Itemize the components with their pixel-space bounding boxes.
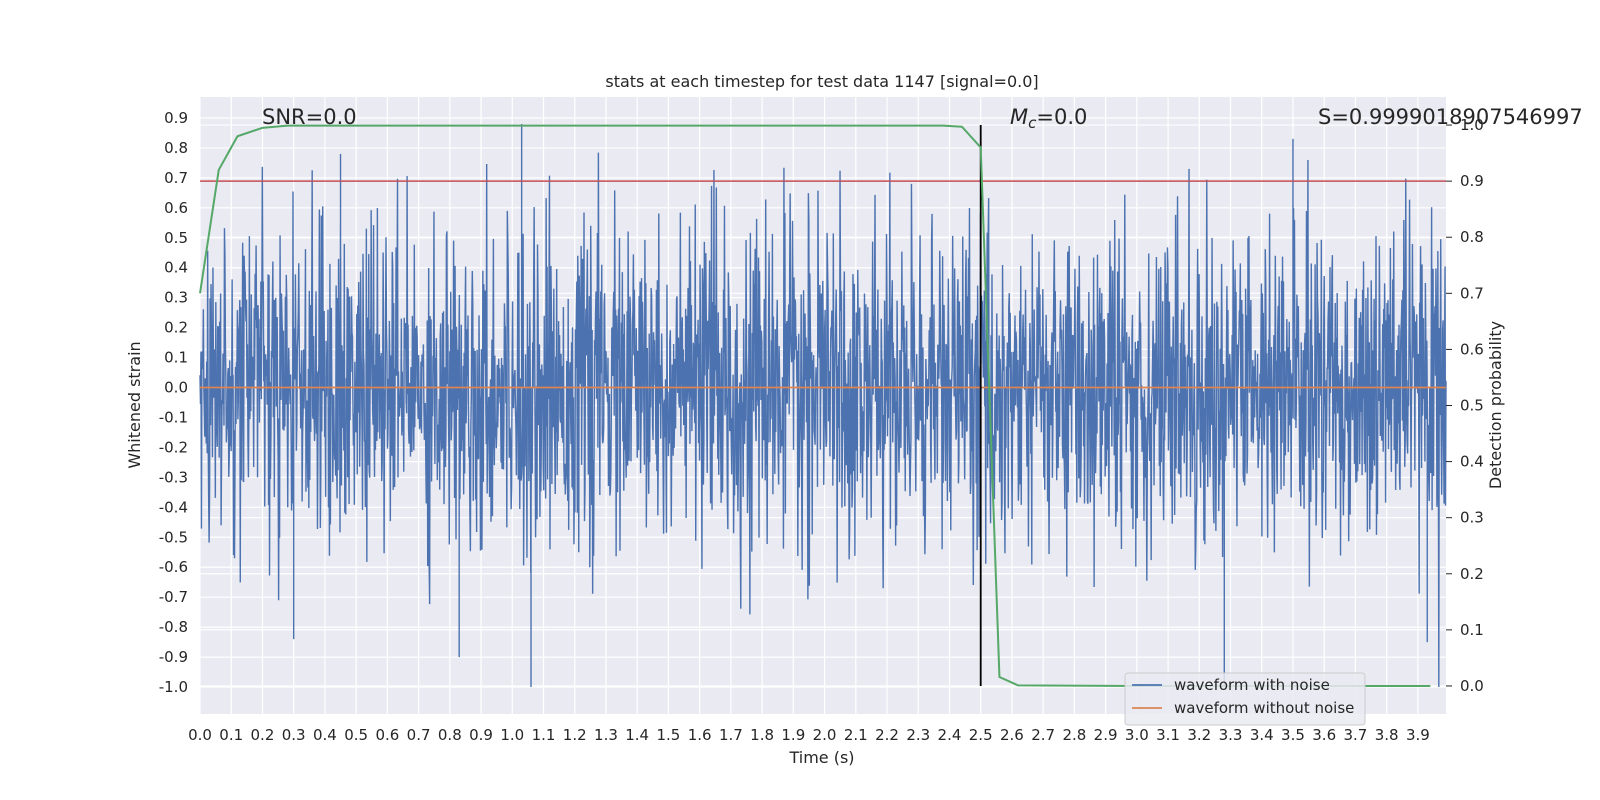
x-tick-label: 0.3 bbox=[282, 726, 306, 744]
x-tick-label: 0.1 bbox=[219, 726, 243, 744]
x-tick-label: 2.1 bbox=[844, 726, 868, 744]
y-tick-label: 0.6 bbox=[164, 199, 188, 217]
noisy-waveform-series bbox=[199, 123, 1447, 688]
y-tick-label: -0.1 bbox=[159, 408, 188, 426]
series-waveform-with-noise bbox=[199, 123, 1447, 688]
x-tick-label: 0.7 bbox=[407, 726, 431, 744]
y-tick-label: -0.8 bbox=[159, 618, 188, 636]
y-tick-label: 0.4 bbox=[164, 259, 188, 277]
y-tick-label: 0.8 bbox=[164, 139, 188, 157]
x-tick-label: 3.7 bbox=[1344, 726, 1368, 744]
snr-annotation: SNR=0.0 bbox=[262, 105, 357, 129]
x-tick-label: 0.5 bbox=[344, 726, 368, 744]
x-tick-label: 0.2 bbox=[251, 726, 275, 744]
x-tick-label: 1.8 bbox=[750, 726, 774, 744]
x-tick-label: 1.5 bbox=[656, 726, 680, 744]
x-tick-label: 1.1 bbox=[532, 726, 556, 744]
x-tick-label: 3.4 bbox=[1250, 726, 1274, 744]
s-annotation: S=0.9999018907546997 bbox=[1318, 105, 1583, 129]
y-tick-label: -0.7 bbox=[159, 588, 188, 606]
x-tick-label: 3.5 bbox=[1281, 726, 1305, 744]
x-tick-label: 2.5 bbox=[969, 726, 993, 744]
y2-tick-label: 0.2 bbox=[1460, 565, 1484, 583]
y-tick-label: 0.5 bbox=[164, 229, 188, 247]
y2-tick-label: 0.5 bbox=[1460, 397, 1484, 415]
x-tick-label: 1.9 bbox=[781, 726, 805, 744]
x-tick-label: 2.8 bbox=[1062, 726, 1086, 744]
y2-tick-label: 0.4 bbox=[1460, 453, 1484, 471]
x-tick-label: 0.9 bbox=[469, 726, 493, 744]
y-tick-label: -0.6 bbox=[159, 558, 188, 576]
mc-value: =0.0 bbox=[1036, 105, 1087, 129]
y-tick-label: 0.1 bbox=[164, 349, 188, 367]
x-tick-label: 0.8 bbox=[438, 726, 462, 744]
x-tick-label: 2.0 bbox=[813, 726, 837, 744]
x-tick-label: 3.9 bbox=[1406, 726, 1430, 744]
y2-tick-label: 0.0 bbox=[1460, 677, 1484, 695]
y-tick-label: 0.2 bbox=[164, 319, 188, 337]
x-tick-label: 3.2 bbox=[1187, 726, 1211, 744]
y2-tick-label: 0.3 bbox=[1460, 509, 1484, 527]
mc-symbol: M bbox=[1010, 105, 1028, 129]
y-tick-label: 0.3 bbox=[164, 289, 188, 307]
x-tick-label: 1.3 bbox=[594, 726, 618, 744]
y-tick-label: 0.0 bbox=[164, 379, 188, 397]
y-tick-label: -0.2 bbox=[159, 438, 188, 456]
x-axis-label: Time (s) bbox=[788, 748, 854, 767]
y-axis-label: Whitened strain bbox=[125, 341, 144, 468]
x-tick-label: 3.1 bbox=[1156, 726, 1180, 744]
x-tick-label: 2.4 bbox=[938, 726, 962, 744]
x-tick-label: 2.3 bbox=[906, 726, 930, 744]
x-tick-label: 0.4 bbox=[313, 726, 337, 744]
y2-axis-label: Detection probability bbox=[1486, 321, 1505, 489]
mc-annotation: Mc=0.0 bbox=[1010, 105, 1087, 132]
x-tick-label: 0.0 bbox=[188, 726, 212, 744]
y2-axis-ticks: 1.0 0.9 0.8 0.7 0.6 0.5 0.4 0.3 0.2 0.1 0.0 bbox=[1446, 116, 1484, 695]
y-tick-label: -0.4 bbox=[159, 498, 188, 516]
legend-box bbox=[1124, 672, 1366, 726]
y-tick-label: -0.9 bbox=[159, 648, 188, 666]
y-tick-label: -1.0 bbox=[159, 678, 188, 696]
x-tick-label: 1.2 bbox=[563, 726, 587, 744]
y2-tick-label: 0.1 bbox=[1460, 621, 1484, 639]
y2-tick-label: 0.6 bbox=[1460, 340, 1484, 358]
x-tick-label: 1.4 bbox=[625, 726, 649, 744]
series-detection-probability bbox=[199, 124, 1431, 687]
y-tick-label: 0.7 bbox=[164, 169, 188, 187]
x-tick-label: 1.7 bbox=[719, 726, 743, 744]
chart-title: stats at each timestep for test data 114… bbox=[605, 72, 1038, 91]
x-tick-label: 1.6 bbox=[688, 726, 712, 744]
y2-tick-label: 0.8 bbox=[1460, 228, 1484, 246]
y-axis-ticks: 0.9 0.8 0.7 0.6 0.5 0.4 0.3 0.2 0.1 0.0 -0.1 -0.2 -0… bbox=[159, 109, 188, 696]
y-tick-label: -0.5 bbox=[159, 528, 188, 546]
y2-tick-label: 0.9 bbox=[1460, 172, 1484, 190]
x-tick-label: 3.0 bbox=[1125, 726, 1149, 744]
legend-entry-noise: waveform with noise bbox=[1174, 676, 1330, 694]
y-tick-label: 0.9 bbox=[164, 109, 188, 127]
legend: waveform with noise waveform without noi… bbox=[1124, 672, 1366, 726]
x-tick-label: 2.9 bbox=[1094, 726, 1118, 744]
legend-entry-clean: waveform without noise bbox=[1174, 699, 1354, 717]
x-tick-label: 3.6 bbox=[1312, 726, 1336, 744]
y2-tick-label: 1.0 bbox=[1460, 116, 1484, 134]
overlay-lines bbox=[199, 124, 1446, 687]
x-tick-label: 3.3 bbox=[1219, 726, 1243, 744]
x-tick-label: 2.6 bbox=[1000, 726, 1024, 744]
x-tick-label: 2.7 bbox=[1031, 726, 1055, 744]
x-axis-ticks: 0.0 0.1 0.2 0.3 0.4 0.5 0.6 0.7 0.8 0.9 1.0 1.1 1.2 1… bbox=[188, 726, 1430, 744]
y-tick-label: -0.3 bbox=[159, 468, 188, 486]
x-tick-label: 1.0 bbox=[500, 726, 524, 744]
y2-tick-label: 0.7 bbox=[1460, 284, 1484, 302]
x-tick-label: 3.8 bbox=[1375, 726, 1399, 744]
x-tick-label: 2.2 bbox=[875, 726, 899, 744]
mc-subscript: c bbox=[1028, 114, 1037, 132]
x-tick-label: 0.6 bbox=[375, 726, 399, 744]
